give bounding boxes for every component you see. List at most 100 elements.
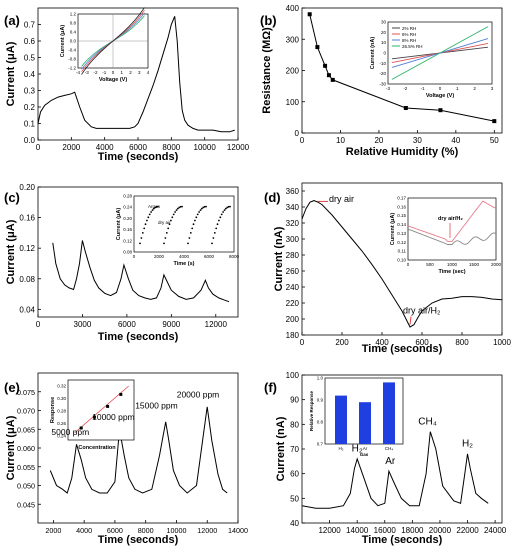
inset-bar-label: Ar xyxy=(363,446,368,451)
x-tick-label: 20 xyxy=(374,136,383,145)
inset-dot xyxy=(227,205,230,208)
inset-y-label: Response xyxy=(50,397,56,423)
panel-e: (e) 2000 4000 6000 8000 10000 12000 14000 0.045 0… xyxy=(4,372,248,546)
series-line xyxy=(37,16,235,133)
series-line xyxy=(49,406,228,494)
inset-y-label: Current (μA) xyxy=(116,208,122,241)
inset-data-point xyxy=(106,404,110,408)
panel-a: (a) 0 2000 4000 6000 8000 10000 12000 0.0 0.1 0.2 0… xyxy=(4,7,250,163)
annotation: 10000 ppm xyxy=(92,412,135,422)
x-tick-label: 10000 xyxy=(194,143,217,152)
x-tick-label: 8000 xyxy=(162,143,180,152)
panel-f: (f) 12000 14000 16000 18000 20000 22000 24000 40… xyxy=(264,371,507,546)
inset-y-tick: 0 xyxy=(383,51,386,56)
plot-frame xyxy=(37,186,239,318)
inset-x-tick: 0 xyxy=(439,86,442,91)
y-tick-label: 340 xyxy=(286,203,300,212)
x-tick-label: 16000 xyxy=(374,526,397,535)
inset-y-tick: 0.15 xyxy=(397,213,406,218)
y-tick-label: 400 xyxy=(286,4,300,13)
inset-x-tick: 3 xyxy=(491,86,494,91)
inset-y-tick: 0.24 xyxy=(123,205,132,210)
inset-x-tick: 0 xyxy=(407,262,410,267)
inset-dot xyxy=(152,207,155,210)
y-tick-label: 60 xyxy=(290,470,299,479)
inset-dot xyxy=(163,242,165,245)
y-tick-label: 0.5 xyxy=(24,54,36,63)
inset-dot xyxy=(140,237,143,239)
y-tick-label: 220 xyxy=(286,299,300,308)
inset-bar xyxy=(383,382,395,444)
inset-y-tick: 0.17 xyxy=(397,196,406,201)
annotation: H₂ xyxy=(462,439,473,450)
annotation: dry air/H₂ xyxy=(403,305,441,315)
annotation: 5000 ppm xyxy=(51,427,89,437)
inset-dot xyxy=(218,219,220,222)
inset-frame xyxy=(407,197,497,261)
x-tick-label: 8000 xyxy=(138,526,154,535)
inset-dot xyxy=(203,205,206,208)
inset-y-tick: 0.4 xyxy=(70,30,77,35)
data-point xyxy=(307,12,312,17)
inset-x-label: Gas xyxy=(360,452,369,457)
x-tick-label: 9000 xyxy=(162,320,180,329)
inset-dot xyxy=(223,209,226,212)
inset-dot xyxy=(194,219,196,222)
inset-y-tick: 0.12 xyxy=(123,238,132,243)
inset-x-tick: 3 xyxy=(138,70,141,75)
inset-y-tick: 30 xyxy=(381,20,387,25)
inset-x-tick: 6000 xyxy=(204,254,215,259)
x-tick-label: 0 xyxy=(36,143,41,152)
inset-dot xyxy=(212,237,215,239)
inset-y-tick: 0.10 xyxy=(397,258,406,263)
inset-y-label: Relative Response xyxy=(309,391,314,432)
inset-dot xyxy=(189,232,192,234)
inset-dot xyxy=(151,209,154,212)
x-axis-label: Time (seconds) xyxy=(98,534,179,546)
inset-y-tick: 10 xyxy=(381,40,387,45)
y-tick-label: 0.045 xyxy=(17,500,35,509)
inset-dot xyxy=(195,216,198,219)
inset-iv-line xyxy=(391,26,489,80)
plot-frame xyxy=(301,182,503,336)
inset-x-label: Voltage (V) xyxy=(426,93,454,99)
inset-y-tick: 0.8 xyxy=(70,21,77,26)
inset-dot xyxy=(226,206,229,209)
x-tick-label: 50 xyxy=(490,136,499,145)
series-line xyxy=(301,431,489,509)
x-tick-label: 20000 xyxy=(429,526,452,535)
inset-dot xyxy=(178,206,181,209)
x-axis-label: Time (seconds) xyxy=(98,331,179,343)
x-tick-label: 24000 xyxy=(484,526,507,535)
inset-x-label: Voltage (V) xyxy=(99,77,127,83)
annotation: H₂ xyxy=(352,443,363,454)
x-tick-label: 10 xyxy=(336,136,345,145)
y-axis-label: Current (μA) xyxy=(5,219,17,284)
x-tick-label: 200 xyxy=(335,338,349,347)
y-tick-label: 0.12 xyxy=(19,244,35,253)
annotation: CH₄ xyxy=(418,416,437,427)
inset-x-tick: -4 xyxy=(76,70,80,75)
y-axis-label: Current (μA) xyxy=(5,41,17,106)
y-tick-label: 0.2 xyxy=(24,103,36,112)
inset-y-tick: 0.13 xyxy=(397,231,406,236)
inset-y-tick: 0.20 xyxy=(123,216,132,221)
inset-dot xyxy=(202,206,205,209)
x-tick-label: 18000 xyxy=(401,526,424,535)
inset-y-label: Current (μA) xyxy=(60,25,66,58)
inset-legend-label: 26.5% RH xyxy=(402,44,423,49)
y-axis-label: Resistance (MΩ) xyxy=(261,27,273,114)
inset-y-tick: 1.0 xyxy=(317,376,324,381)
x-axis-label: Time (seconds) xyxy=(362,534,443,546)
x-tick-label: 4000 xyxy=(96,143,114,152)
inset-bar xyxy=(335,395,347,444)
inset-y-tick: 0.14 xyxy=(397,222,406,227)
x-tick-label: 400 xyxy=(375,338,389,347)
x-tick-label: 0 xyxy=(300,338,305,347)
y-tick-label: 300 xyxy=(286,235,300,244)
inset-y-tick: 0.8 xyxy=(317,420,324,425)
inset-x-tick: -1 xyxy=(102,70,106,75)
inset-y-tick: 0.32 xyxy=(57,384,66,389)
x-axis-label: Relative Humidity (%) xyxy=(346,146,459,158)
